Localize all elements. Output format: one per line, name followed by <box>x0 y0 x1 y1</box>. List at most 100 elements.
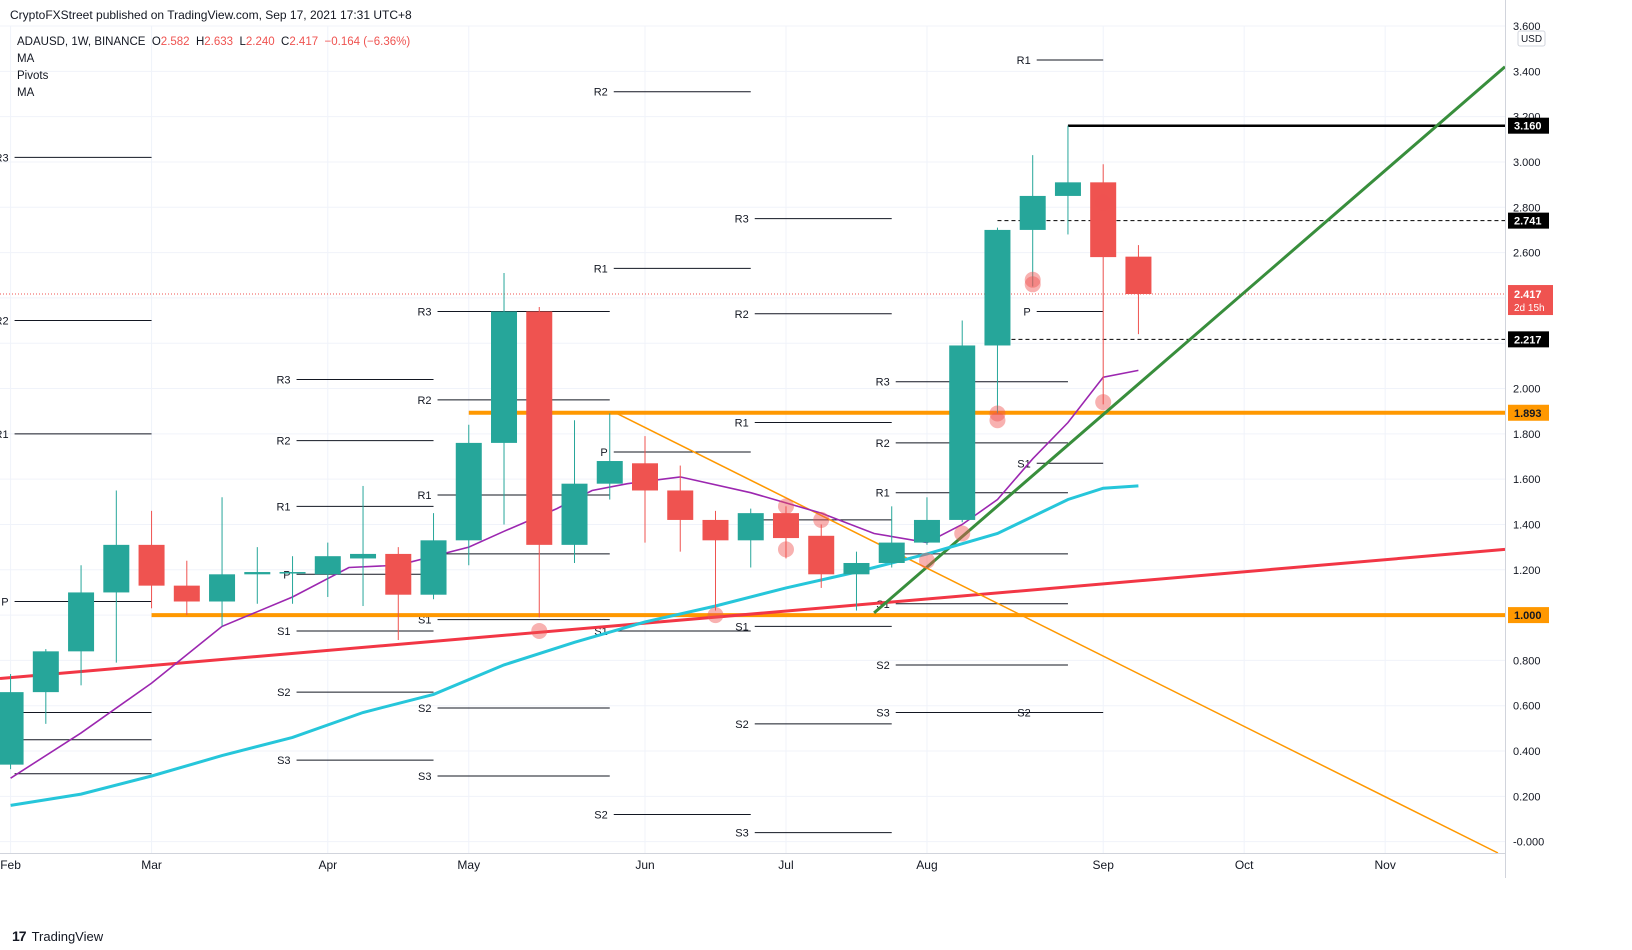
horizontal-levels <box>0 124 1505 618</box>
price-tick-label: -0.000 <box>1513 837 1544 849</box>
chart-legend: ADAUSD, 1W, BINANCE O2.582 H2.633 L2.240… <box>17 34 410 102</box>
candle-body <box>596 461 623 484</box>
pivot-label-r1: R1 <box>276 501 290 513</box>
pivot-label-s2: S2 <box>876 660 889 672</box>
signal-marker <box>1024 271 1041 288</box>
signal-marker <box>707 607 724 624</box>
brand-label: TradingView <box>31 928 104 944</box>
pivot-levels: R3 R2 R1 P S1 R3 R2 R1 P S1 S2 S3 R3 R2 R1 P S1 S2 S3 R2 R1 P… <box>0 55 1104 840</box>
pivot-label-r1: R1 <box>1017 55 1031 67</box>
pivot-label-r3: R3 <box>417 306 431 318</box>
candle-body <box>913 519 940 543</box>
pivot-label-s1: S1 <box>418 615 431 627</box>
moving-averages <box>10 369 1139 807</box>
pivot-label-r2: R2 <box>0 316 9 328</box>
candle-body <box>843 562 870 575</box>
currency-label: USD <box>1521 34 1542 45</box>
candle-body <box>561 483 588 545</box>
moving-average-line <box>10 369 1139 779</box>
trendline <box>616 412 1499 854</box>
countdown-label: 2d 15h <box>1514 303 1545 314</box>
trendlines <box>0 65 1506 854</box>
high-label: H <box>195 36 205 48</box>
time-tick-label: May <box>457 858 480 872</box>
pivot-label-r1: R1 <box>0 429 9 441</box>
candle-body <box>279 572 306 574</box>
signal-marker <box>989 405 1006 422</box>
level-price-label: 2.217 <box>1514 334 1542 346</box>
pivot-label-s2: S2 <box>1017 708 1030 720</box>
pivot-label-r1: R1 <box>594 263 608 275</box>
pivot-label-s3: S3 <box>876 708 889 720</box>
level-price-tag <box>1508 117 1549 134</box>
pivot-label-s2: S2 <box>277 687 290 699</box>
pivot-label-p: P <box>1023 306 1030 318</box>
symbol-ohlc-row[interactable]: ADAUSD, 1W, BINANCE O2.582 H2.633 L2.240… <box>17 34 410 51</box>
candle-body <box>314 556 341 575</box>
grid-lines <box>0 25 1505 853</box>
level-price-label: 1.000 <box>1514 610 1542 622</box>
level-price-label: 1.893 <box>1514 408 1542 420</box>
indicator-pivots[interactable]: Pivots <box>17 70 49 82</box>
price-tick-label: 0.200 <box>1513 791 1541 803</box>
candle-body <box>1019 195 1046 230</box>
current-price-label: 2.417 <box>1514 289 1542 301</box>
signal-marker <box>989 412 1006 429</box>
pivot-label-r2: R2 <box>417 395 431 407</box>
candle-body <box>0 692 24 765</box>
currency-badge <box>1517 30 1546 47</box>
footer-brand[interactable]: 17 TradingView <box>12 928 103 944</box>
trendline <box>873 65 1506 614</box>
pivot-label-r2: R2 <box>594 87 608 99</box>
candle-body <box>1090 182 1117 258</box>
high-value: 2.633 <box>204 36 234 48</box>
signal-marker <box>1024 276 1041 293</box>
level-price-tag <box>1508 404 1549 421</box>
pivot-label-r2: R2 <box>876 438 890 450</box>
candle-body <box>702 519 729 541</box>
candle-body <box>173 585 200 602</box>
pivot-label-s1: S1 <box>735 621 748 633</box>
time-tick-label: Aug <box>916 858 937 872</box>
time-tick-label: Nov <box>1374 858 1395 872</box>
price-tick-label: 1.600 <box>1513 474 1541 486</box>
candle-body <box>667 490 694 520</box>
price-tick-label: 0.400 <box>1513 746 1541 758</box>
candle-body <box>491 311 518 443</box>
pivot-label-s3: S3 <box>277 755 290 767</box>
candle-body <box>984 229 1011 346</box>
level-price-tag <box>1508 607 1549 624</box>
low-label: L <box>239 36 246 48</box>
indicator-ma-1[interactable]: MA <box>17 53 35 65</box>
price-tick-label: 3.600 <box>1513 21 1541 33</box>
candle-body <box>1125 256 1152 295</box>
level-price-label: 3.160 <box>1514 121 1542 133</box>
time-axis[interactable]: Feb Mar Apr May Jun Jul Aug Sep Oct Nov <box>0 853 1505 873</box>
open-label: O <box>151 36 161 48</box>
time-tick-label: Oct <box>1235 858 1254 872</box>
candle-body <box>103 544 130 593</box>
candles <box>0 125 1152 770</box>
pivot-label-r3: R3 <box>0 152 9 164</box>
candle-body <box>209 574 236 602</box>
candle-body <box>138 544 165 586</box>
current-price-tag <box>1508 285 1553 316</box>
candle-body <box>632 463 658 491</box>
pivot-label-s3: S3 <box>735 828 748 840</box>
candle-body <box>772 513 799 539</box>
close-label: C <box>281 36 290 48</box>
price-tick-label: 1.800 <box>1513 429 1541 441</box>
pivot-label-r2: R2 <box>735 309 749 321</box>
signal-marker <box>813 511 830 528</box>
price-tick-label: 3.400 <box>1513 66 1541 78</box>
price-tick-label: 2.600 <box>1513 248 1541 260</box>
candle-body <box>737 513 764 541</box>
indicator-ma-2[interactable]: MA <box>17 87 35 99</box>
pivot-label-r1: R1 <box>735 418 749 430</box>
signal-marker <box>777 541 794 558</box>
time-tick-label: Jun <box>635 858 654 872</box>
pivot-label-r3: R3 <box>735 214 749 226</box>
level-price-tag <box>1508 331 1549 348</box>
